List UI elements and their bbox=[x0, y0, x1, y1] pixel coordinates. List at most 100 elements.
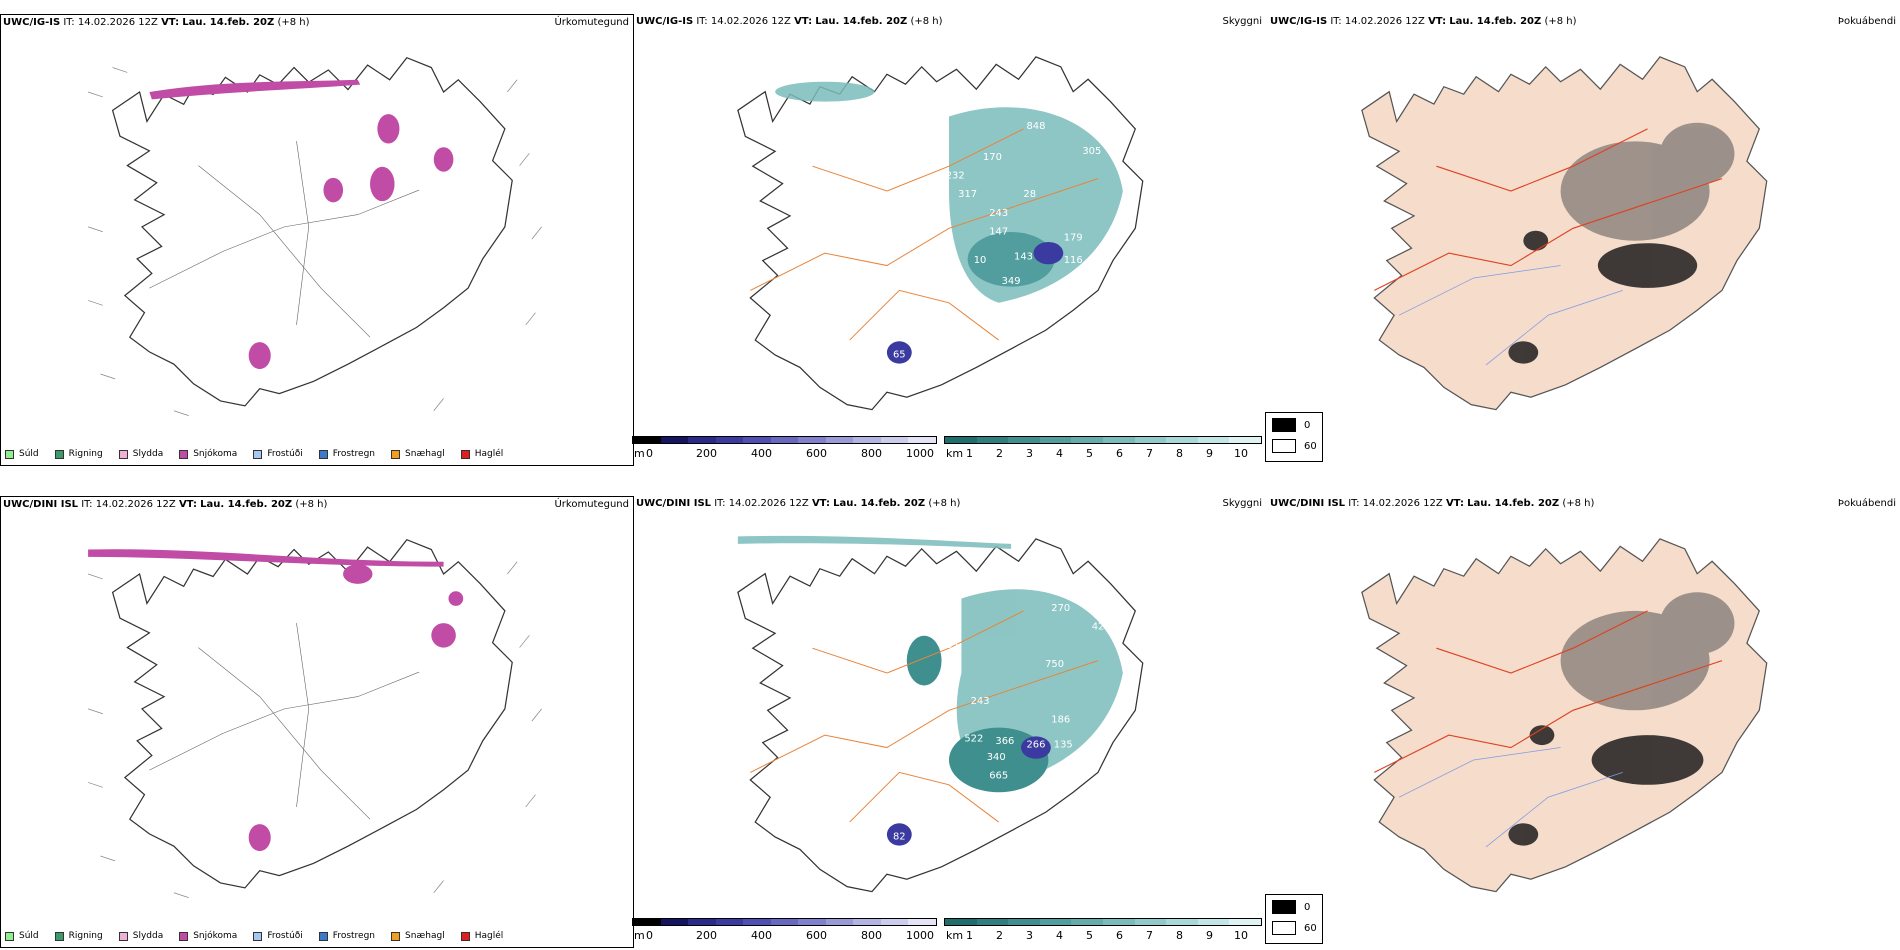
tick-label: 3 bbox=[1026, 447, 1033, 460]
visibility-label: 186 bbox=[1051, 715, 1070, 726]
tick-label: 10 bbox=[1234, 447, 1248, 460]
visibility-label: 65 bbox=[893, 349, 906, 360]
legend-item: Súld bbox=[5, 931, 39, 941]
model-name: UWC/DINI ISL bbox=[636, 498, 712, 509]
tick-label: 200 bbox=[696, 447, 717, 460]
tick-label: 600 bbox=[806, 447, 827, 460]
tick-label: 2 bbox=[996, 447, 1003, 460]
height-colorbar bbox=[632, 436, 937, 444]
model-name: UWC/IG-IS bbox=[3, 17, 61, 28]
it-value: 14.02.2026 12Z bbox=[77, 17, 158, 28]
model-name: UWC/IG-IS bbox=[636, 16, 694, 27]
vt-value: Lau. 14.feb. 20Z bbox=[815, 16, 908, 27]
fog-map bbox=[1361, 538, 1768, 893]
vt-value: Lau. 14.feb. 20Z bbox=[1449, 16, 1542, 27]
tick-label: 5 bbox=[1086, 447, 1093, 460]
panel-header: UWC/DINI ISL IT: 14.02.2026 12Z VT: Lau.… bbox=[1270, 498, 1896, 509]
precip-map bbox=[87, 539, 542, 898]
it-value: 14.02.2026 12Z bbox=[728, 498, 809, 509]
visibility-label: 848 bbox=[1026, 121, 1045, 132]
tick-label: 7 bbox=[1146, 447, 1153, 460]
precip-map bbox=[87, 57, 542, 416]
vt-value: Lau. 14.feb. 20Z bbox=[182, 17, 275, 28]
it-value: 14.02.2026 12Z bbox=[1344, 16, 1425, 27]
colorbars-row1: m 0 200 400 600 800 1000 km 1 2 3 4 5 6 … bbox=[632, 436, 1262, 466]
panel-header: UWC/IG-IS IT: 14.02.2026 12Z VT: Lau. 14… bbox=[636, 16, 1262, 27]
lead-time: (+8 h) bbox=[910, 16, 943, 27]
it-label: IT: bbox=[696, 16, 708, 27]
visibility-label: 349 bbox=[1002, 276, 1021, 287]
it-value: 14.02.2026 12Z bbox=[1362, 498, 1443, 509]
legend-item: Frostúði bbox=[253, 449, 303, 459]
visibility-label: 218 bbox=[884, 239, 903, 250]
tick-label: 200 bbox=[696, 929, 717, 942]
tick-label: 800 bbox=[861, 929, 882, 942]
tick-label: 1000 bbox=[906, 929, 934, 942]
tick-label: 400 bbox=[751, 929, 772, 942]
it-label: IT: bbox=[1348, 498, 1360, 509]
fog-legend-row2: 0 60 bbox=[1265, 894, 1323, 944]
fog-legend-row1: 0 60 bbox=[1265, 412, 1323, 462]
visibility-colorbar bbox=[944, 436, 1262, 444]
visibility-label: 42 bbox=[1092, 622, 1105, 633]
legend-item: Snjókoma bbox=[179, 931, 237, 941]
panel-header: UWC/DINI ISL IT: 14.02.2026 12Z VT: Lau.… bbox=[3, 499, 629, 510]
lead-time: (+8 h) bbox=[928, 498, 961, 509]
tick-label: 1000 bbox=[906, 447, 934, 460]
fog-map bbox=[1361, 56, 1768, 411]
panel-title: Úrkomutegund bbox=[554, 17, 629, 28]
legend-item: Slydda bbox=[118, 449, 163, 459]
visibility-label: 243 bbox=[971, 696, 990, 707]
vt-label: VT: bbox=[811, 498, 830, 509]
height-colorbar bbox=[632, 918, 937, 926]
vt-label: VT: bbox=[178, 499, 197, 510]
visibility-label: 77 bbox=[905, 146, 918, 157]
legend-item: Rigning bbox=[54, 449, 103, 459]
panel-header: UWC/IG-IS IT: 14.02.2026 12Z VT: Lau. 14… bbox=[3, 17, 629, 28]
precip-type-panel-row1: UWC/IG-IS IT: 14.02.2026 12Z VT: Lau. 14… bbox=[0, 14, 634, 466]
visibility-label: 366 bbox=[995, 736, 1014, 747]
tick-label: 1 bbox=[966, 447, 973, 460]
visibility-label: 270 bbox=[1051, 603, 1070, 614]
it-value: 14.02.2026 12Z bbox=[95, 499, 176, 510]
visibility-label: 28 bbox=[1023, 189, 1036, 200]
visibility-label: 265 bbox=[940, 640, 959, 651]
legend-item: Súld bbox=[5, 449, 39, 459]
legend-item: Snæhagl bbox=[391, 449, 445, 459]
tick-label: 800 bbox=[861, 447, 882, 460]
visibility-label: 750 bbox=[1045, 659, 1064, 670]
legend-item: Rigning bbox=[54, 931, 103, 941]
visibility-colorbar bbox=[944, 918, 1262, 926]
visibility-unit: km bbox=[946, 929, 964, 942]
tick-label: 8 bbox=[1176, 929, 1183, 942]
legend-item: Frostúði bbox=[253, 931, 303, 941]
panel-header: UWC/IG-IS IT: 14.02.2026 12Z VT: Lau. 14… bbox=[1270, 16, 1896, 27]
precip-legend: Súld Rigning Slydda Snjókoma Frostúði Fr… bbox=[5, 931, 503, 941]
vt-label: VT: bbox=[794, 16, 813, 27]
tick-label: 4 bbox=[1056, 929, 1063, 942]
panel-title: Þokuábendi bbox=[1837, 16, 1896, 27]
visibility-label: 10 bbox=[974, 255, 987, 266]
lead-time: (+8 h) bbox=[1562, 498, 1595, 509]
tick-label: 400 bbox=[751, 447, 772, 460]
panel-title: Úrkomutegund bbox=[554, 499, 629, 510]
it-label: IT: bbox=[81, 499, 93, 510]
it-label: IT: bbox=[714, 498, 726, 509]
visibility-label: 317 bbox=[958, 189, 977, 200]
legend-item: Snjókoma bbox=[179, 449, 237, 459]
tick-label: 5 bbox=[1086, 929, 1093, 942]
tick-label: 9 bbox=[1206, 929, 1213, 942]
legend-item: Frostregn bbox=[318, 931, 375, 941]
tick-label: 3 bbox=[1026, 929, 1033, 942]
visibility-map: 270 265 35 750 243 182 522 366 266 135 3… bbox=[737, 535, 1144, 893]
vt-label: VT: bbox=[1445, 498, 1464, 509]
vt-value: Lau. 14.feb. 20Z bbox=[200, 499, 293, 510]
panel-title: Þokuábendi bbox=[1837, 498, 1896, 509]
fog-legend-item: 60 bbox=[1272, 439, 1317, 453]
lead-time: (+8 h) bbox=[295, 499, 328, 510]
precip-type-panel-row2: UWC/DINI ISL IT: 14.02.2026 12Z VT: Lau.… bbox=[0, 496, 634, 948]
visibility-label: 35 bbox=[949, 659, 962, 670]
panel-title: Skyggni bbox=[1222, 16, 1262, 27]
tick-label: 0 bbox=[646, 447, 653, 460]
vt-label: VT: bbox=[1428, 16, 1447, 27]
